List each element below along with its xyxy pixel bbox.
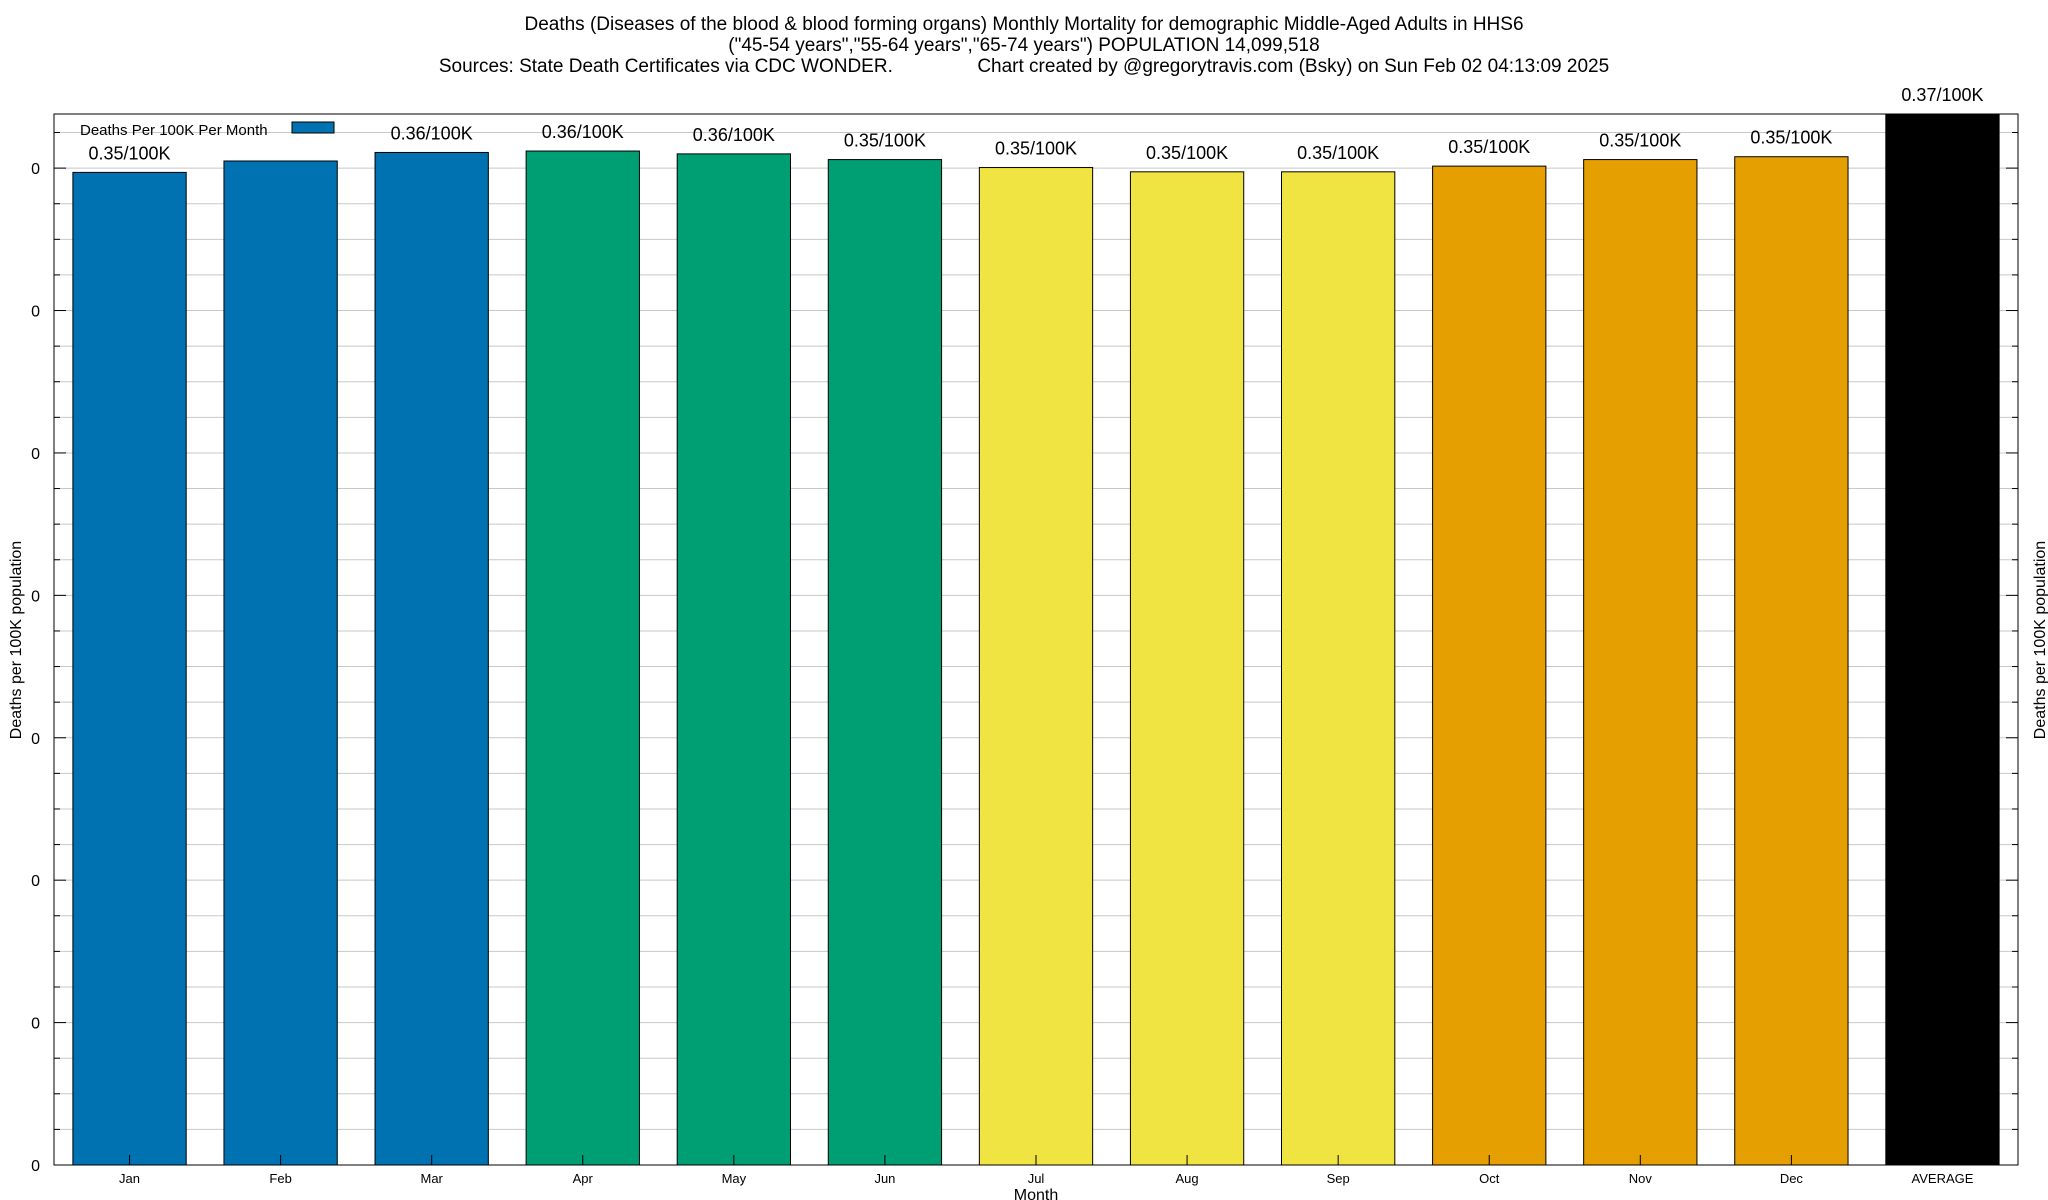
x-tick-label: Nov [1629,1171,1653,1186]
data-label: 0.35/100K [88,143,170,163]
data-label: 0.35/100K [844,131,926,151]
data-label: 0.36/100K [542,122,624,142]
bar-dec [1734,156,1849,1166]
y-tick-label: 0 [31,1016,40,1033]
bar-may [676,153,792,1166]
chart-subtitle: ("45-54 years","55-64 years","65-74 year… [728,35,1320,56]
bar-jun [827,159,943,1166]
x-tick-label: Sep [1327,1171,1350,1186]
y-tick-label: 0 [31,304,40,321]
data-label: 0.35/100K [1750,128,1832,148]
bar-apr [525,150,640,1166]
y-tick-label: 0 [31,588,40,605]
data-label: 0.35/100K [995,139,1077,159]
chart-source-line: Sources: State Death Certificates via CD… [438,56,1610,77]
bar-mar [374,151,489,1166]
bar-jul [978,167,1094,1166]
bar-average [1885,113,2000,1166]
x-tick-label: Mar [420,1171,443,1186]
data-label: 0.35/100K [1297,143,1379,163]
axis-ticks: 0 0 0 0 0 0 0 0 Jan Feb Mar Apr May Jun Jul Aug Sep Oct No… [31,132,2018,1186]
x-tick-label: Aug [1176,1171,1199,1186]
data-label: 0.36/100K [391,123,473,143]
x-tick-label: Dec [1780,1171,1804,1186]
x-tick-label: AVERAGE [1912,1171,1974,1186]
bar-aug [1129,171,1245,1166]
y-tick-label: 0 [31,873,40,890]
x-axis-label: Month [1014,1187,1058,1200]
bar-feb [223,160,338,1166]
data-label: 0.37/100K [1901,85,1983,105]
bar-jan [72,171,187,1166]
y-tick-label: 0 [31,731,40,748]
data-label: 0.35/100K [1448,137,1530,157]
bar-nov [1583,159,1698,1166]
x-tick-label: Apr [573,1171,594,1186]
y-axis-label-left: Deaths per 100K population [8,541,25,739]
x-tick-label: Jun [874,1171,895,1186]
legend: Deaths Per 100K Per Month [80,121,335,139]
data-label: 0.35/100K [1146,143,1228,163]
bar-oct [1432,165,1547,1166]
x-tick-label: Feb [269,1171,291,1186]
bars [72,113,2000,1166]
data-labels: 0.35/100K 0.36/100K 0.36/100K 0.36/100K 0.35… [88,85,1983,163]
data-label: 0.35/100K [1599,131,1681,151]
x-tick-label: Jul [1028,1171,1045,1186]
y-tick-label: 0 [31,161,40,178]
y-axis-label-right: Deaths per 100K population [2032,541,2048,739]
chart-titles: Deaths (Diseases of the blood & blood fo… [0,14,2048,77]
legend-swatch [291,121,335,134]
x-tick-label: Oct [1479,1171,1500,1186]
data-label: 0.36/100K [693,125,775,145]
x-tick-label: Jan [119,1171,140,1186]
bar-sep [1281,171,1396,1166]
y-tick-label: 0 [31,1158,40,1175]
chart-title: Deaths (Diseases of the blood & blood fo… [524,14,1524,35]
legend-label: Deaths Per 100K Per Month [80,122,268,139]
x-tick-label: May [722,1171,747,1186]
y-tick-label: 0 [31,446,40,463]
